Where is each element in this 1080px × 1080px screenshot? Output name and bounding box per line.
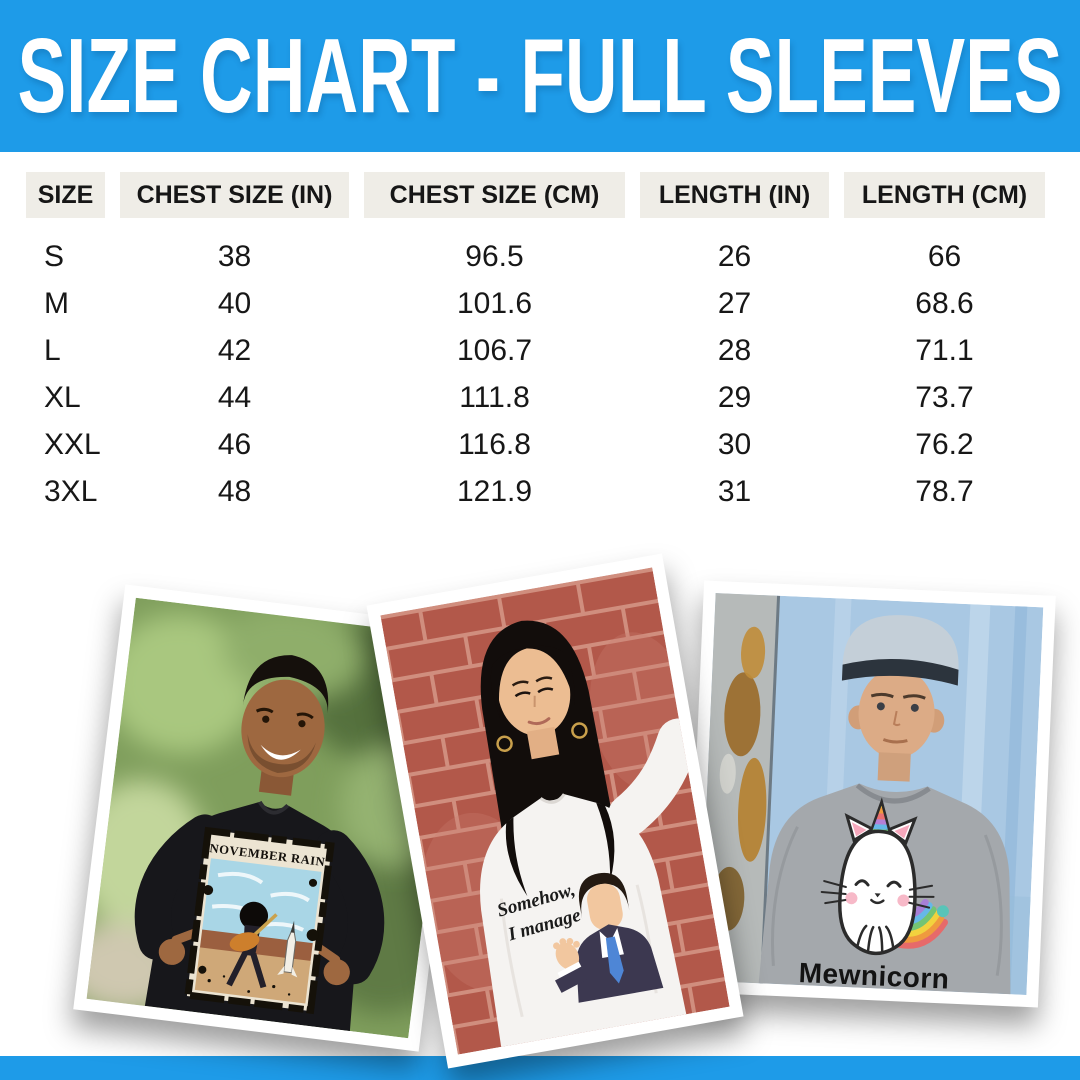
table-cell: 78.7 [915,474,974,508]
mewnicorn-print: Mewnicorn [798,797,950,995]
table-cell: 3XL [44,474,98,508]
raised-sleeve [607,718,700,837]
black-tee [144,801,361,1032]
somehow-i-manage-print: Somehow, I manage [495,872,664,1003]
photo-november-rain-model: NOVEMBER RAIN [73,584,471,1052]
long-hair [480,620,617,887]
table-cell: 31 [717,474,752,508]
table-cell: 106.7 [456,333,533,367]
concrete-column [698,593,781,984]
model-woman [480,620,700,1047]
table-cell: 96.5 [465,239,524,273]
table-cell: 26 [717,239,752,273]
table-cell: 42 [217,333,252,367]
left-sleeve [134,814,224,961]
rainbow-tail [895,898,949,949]
table-cell: 46 [217,427,252,461]
size-table-header-row: SIZE CHEST SIZE (IN) CHEST SIZE (CM) LEN… [26,172,1048,218]
grunge-border [184,826,335,1015]
photo-mewnicorn-model: Mewnicorn [686,580,1056,1008]
hair [242,655,329,716]
hoop-earring-right [571,722,588,739]
table-cell: L [44,333,61,367]
table-cell: 73.7 [915,380,974,414]
size-table-body: S 38 96.5 26 66 M 40 101.6 27 68.6 L 42 … [26,233,1048,515]
table-cell: 38 [217,239,252,273]
right-sleeve [315,830,385,985]
table-cell: 48 [217,474,252,508]
bottom-accent-bar [0,1056,1080,1080]
hair [578,872,630,919]
table-cell: 28 [717,333,752,367]
top-banner: SIZE CHART - FULL SLEEVES [0,0,1080,152]
brick-wall-background [380,567,730,1055]
table-cell: 40 [217,286,252,320]
cap-band [841,659,959,686]
office-photo-scene: Somehow, I manage [380,567,730,1055]
table-cell: M [44,286,69,320]
table-cell: 116.8 [458,427,531,461]
table-cell: 71.1 [915,333,974,367]
table-cell: XL [44,380,81,414]
november-rain-print: NOVEMBER RAIN [184,826,335,1015]
table-cell: 76.2 [915,427,974,461]
table-cell: XXL [44,427,101,461]
white-tee [480,794,687,1047]
whiskers [820,880,935,909]
paw-lines [856,924,895,952]
guitar [229,932,260,952]
col-header-length-in: LENGTH (IN) [640,172,829,218]
pointing-finger-right [311,942,341,965]
shirt [599,927,624,959]
backwards-cap [842,615,959,682]
model-man [758,615,1011,995]
table-cell: 121.9 [456,474,533,508]
model-man [134,655,385,1032]
guitarist-figure [226,901,278,989]
mewnicorn-photo-scene: Mewnicorn [698,593,1044,995]
smile [260,744,301,760]
col-header-chest-cm: CHEST SIZE (CM) [364,172,625,218]
cloud-swirls [211,871,310,932]
print-title-text: Mewnicorn [798,957,950,995]
outdoor-background [86,597,458,1039]
november-rain-photo-scene: NOVEMBER RAIN [86,597,458,1039]
col-header-chest-in: CHEST SIZE (IN) [120,172,349,218]
col-header-length-cm: LENGTH (CM) [844,172,1045,218]
table-cell: 29 [717,380,752,414]
blank-face [587,883,623,930]
hoop-earring-left [496,735,513,752]
shrug-hand [553,937,589,993]
table-cell: 30 [717,427,752,461]
table-cell: 27 [717,286,752,320]
rainbow-horn [869,797,892,835]
print-line2-text: I manage [505,905,584,946]
blue-tie [605,936,624,984]
table-cell: 111.8 [459,380,530,414]
blue-wall-background [698,593,1044,995]
col-header-size: SIZE [26,172,105,218]
cat-ear-right [885,816,918,845]
pointing-finger-left [171,927,203,945]
table-cell: 44 [217,380,252,414]
suit [576,924,664,1003]
print-title-text: NOVEMBER RAIN [209,841,326,869]
size-table: SIZE CHEST SIZE (IN) CHEST SIZE (CM) LEN… [26,172,1048,515]
page-title: SIZE CHART - FULL SLEEVES [17,17,1063,135]
print-line1-text: Somehow, [495,879,578,921]
ground-speckles [207,975,291,996]
cat-body [838,829,917,956]
blurred-foliage [86,606,458,1015]
grey-tee [758,783,1011,995]
table-cell: 66 [927,239,962,273]
table-cell: 68.6 [915,286,974,320]
rocket [277,920,298,978]
table-cell: S [44,239,65,273]
michael-scott-figure [553,872,664,1003]
table-cell: 101.6 [456,286,533,320]
photo-somehow-i-manage-model: Somehow, I manage [366,553,744,1069]
cat-ear-left [844,813,876,843]
